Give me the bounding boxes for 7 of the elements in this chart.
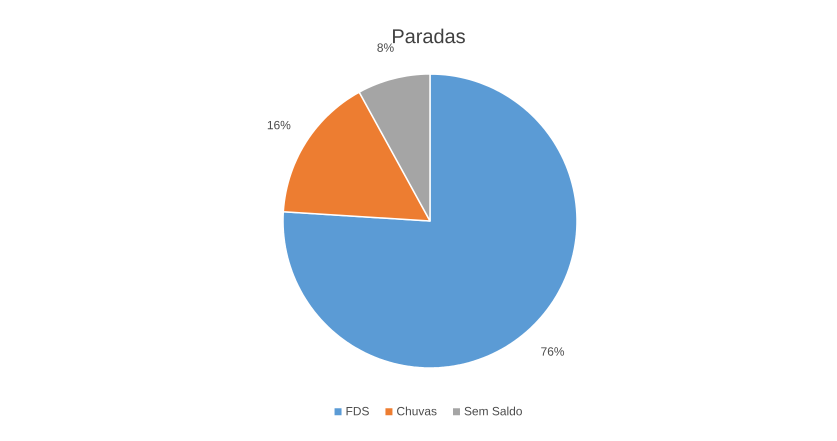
data-label: 8% — [377, 43, 394, 52]
legend-label: FDS — [346, 406, 369, 416]
chart-title: Paradas — [393, 28, 465, 44]
data-label: 76% — [541, 347, 564, 356]
data-label: 16% — [268, 120, 290, 130]
legend-label: Sem Saldo — [464, 406, 522, 416]
legend-label: Chuvas — [397, 406, 437, 416]
